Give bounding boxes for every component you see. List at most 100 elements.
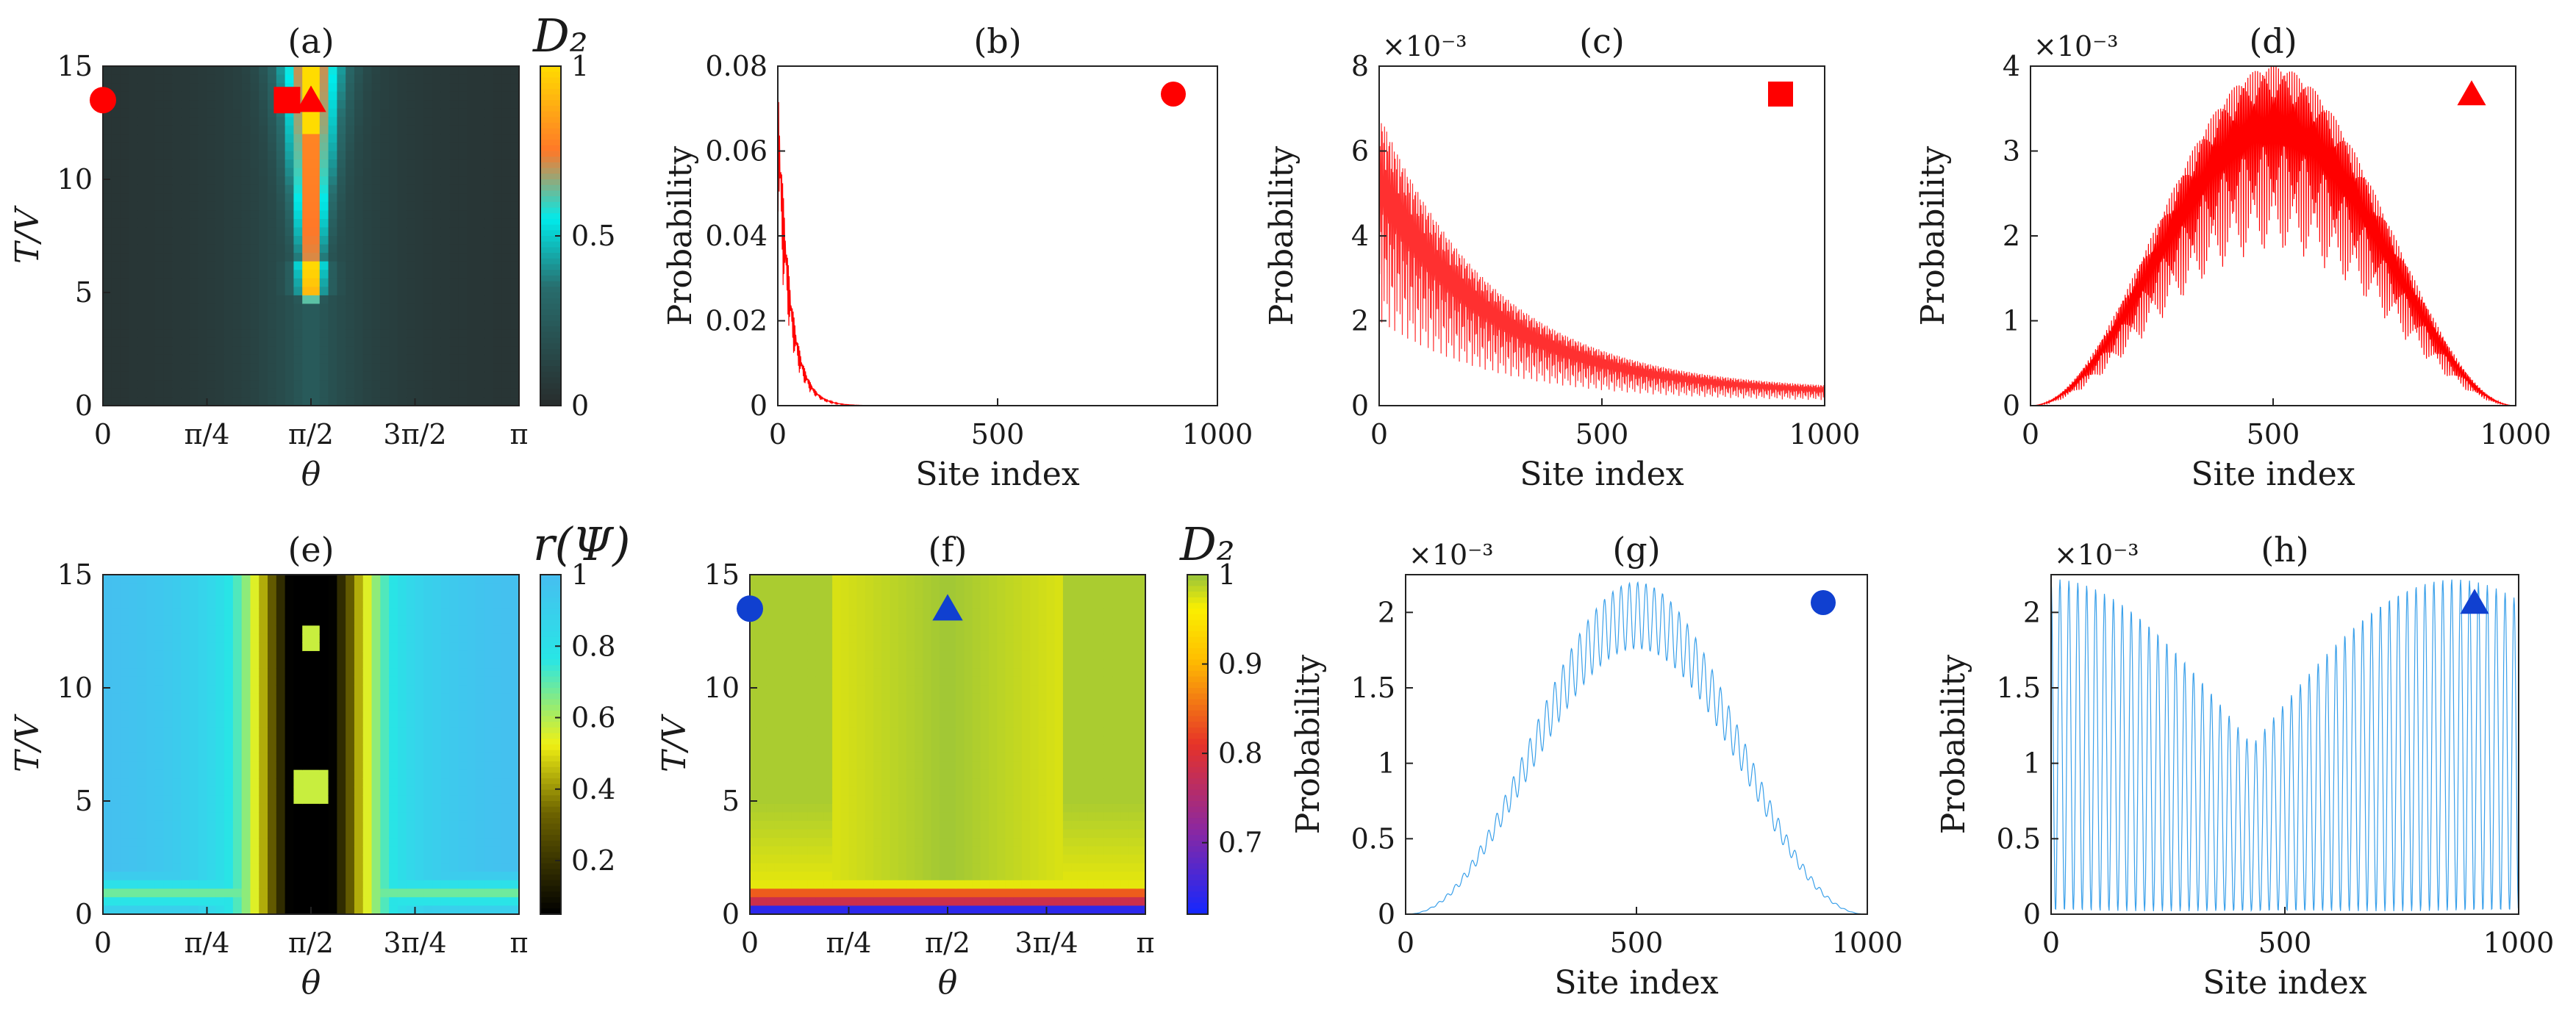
y-tick-label-h: 0.5: [1997, 822, 2041, 855]
x-axis-label-h: Site index: [2203, 964, 2367, 1002]
marker-c-square: [1768, 82, 1793, 107]
y-tick-label-d: 0: [2003, 389, 2020, 422]
x-axis-label-g: Site index: [1554, 964, 1719, 1002]
colorbar-f: [1187, 574, 1209, 915]
colorbar-a: [540, 65, 562, 406]
y-tick-label-f: 5: [722, 785, 740, 817]
y-tick-label-a: 15: [57, 50, 93, 82]
x-axis-label-e: θ: [301, 964, 321, 1002]
x-tick-label-b: 0: [769, 418, 787, 450]
x-tick-label-f: π/4: [826, 927, 872, 959]
exponent-label-d: ×10⁻³: [2033, 30, 2118, 62]
panel-title-a: (a): [287, 21, 334, 61]
x-tick-label-e: π/4: [185, 927, 230, 959]
y-axis-label-e: T/V: [9, 714, 46, 772]
panel-title-d: (d): [2249, 21, 2297, 61]
data-line-c: [1378, 112, 1825, 401]
colorbar-title-f: D₂: [1179, 517, 1235, 571]
y-tick-label-c: 6: [1351, 135, 1369, 168]
y-tick-label-a: 10: [57, 163, 93, 195]
x-tick-label-d: 1000: [2480, 418, 2552, 450]
x-axis-label-d: Site index: [2191, 456, 2355, 493]
axes-frame-b: [777, 65, 1218, 406]
data-line-g: [1406, 581, 1867, 915]
y-tick-label-g: 0: [1378, 898, 1395, 930]
x-tick-label-f: 0: [741, 927, 759, 959]
y-axis-label-h: Probability: [1935, 655, 1972, 835]
y-tick-label-f: 0: [722, 898, 740, 930]
x-tick-label-e: 3π/4: [383, 927, 446, 959]
y-tick-label-f: 15: [704, 559, 740, 591]
colorbar-tick-label-e: 0.4: [571, 773, 615, 805]
y-tick-label-g: 0.5: [1351, 822, 1395, 855]
exponent-label-c: ×10⁻³: [1382, 30, 1467, 62]
y-tick-label-a: 5: [75, 276, 93, 309]
x-tick-label-b: 500: [971, 418, 1025, 450]
y-tick-label-b: 0: [750, 389, 768, 422]
x-tick-label-h: 500: [2258, 927, 2312, 959]
marker-f-circle: [737, 595, 763, 622]
y-tick-label-c: 2: [1351, 305, 1369, 337]
colorbar-tick-label-f: 0.7: [1218, 827, 1262, 859]
exponent-label-h: ×10⁻³: [2054, 539, 2139, 571]
y-tick-label-c: 0: [1351, 389, 1369, 422]
x-tick-label-a: 3π/2: [383, 418, 446, 450]
y-tick-label-e: 10: [57, 672, 93, 704]
x-tick-label-e: π/2: [288, 927, 334, 959]
y-tick-label-e: 15: [57, 559, 93, 591]
y-tick-label-g: 1: [1378, 747, 1395, 780]
y-tick-label-g: 2: [1378, 596, 1395, 628]
y-tick-label-b: 0.04: [705, 220, 768, 252]
y-tick-label-c: 4: [1351, 220, 1369, 252]
y-axis-label-g: Probability: [1289, 655, 1327, 835]
y-axis-label-a: T/V: [9, 205, 46, 264]
y-tick-label-b: 0.06: [705, 135, 768, 168]
colorbar-tick-label-f: 0.9: [1218, 648, 1262, 680]
x-tick-label-d: 500: [2247, 418, 2300, 450]
x-tick-label-c: 0: [1370, 418, 1388, 450]
y-axis-label-c: Probability: [1263, 146, 1300, 326]
x-tick-label-h: 1000: [2483, 927, 2555, 959]
colorbar-tick-label-a: 1: [571, 50, 589, 82]
colorbar-tick-label-a: 0.5: [571, 220, 615, 252]
panel-title-f: (f): [929, 530, 967, 570]
x-tick-label-g: 500: [1610, 927, 1664, 959]
y-tick-label-d: 3: [2003, 135, 2020, 168]
x-axis-label-a: θ: [301, 456, 321, 493]
y-tick-label-d: 4: [2003, 50, 2020, 82]
y-tick-label-c: 8: [1351, 50, 1369, 82]
panel-title-g: (g): [1612, 530, 1660, 570]
marker-g-circle: [1811, 590, 1836, 615]
marker-b-circle: [1161, 82, 1186, 107]
x-tick-label-c: 1000: [1789, 418, 1861, 450]
x-tick-label-a: π/2: [288, 418, 334, 450]
panel-title-b: (b): [973, 21, 1021, 61]
colorbar-tick-label-e: 0.2: [571, 844, 615, 877]
y-tick-label-h: 0: [2023, 898, 2041, 930]
colorbar-tick-label-a: 0: [571, 389, 589, 422]
x-tick-label-h: 0: [2042, 927, 2060, 959]
y-tick-label-f: 10: [704, 672, 740, 704]
panel-title-h: (h): [2261, 530, 2309, 570]
x-axis-label-b: Site index: [915, 456, 1080, 493]
y-tick-label-d: 2: [2003, 220, 2020, 252]
colorbar-tick-label-e: 0.8: [571, 630, 615, 662]
y-axis-label-d: Probability: [1914, 146, 1952, 326]
y-axis-label-f: T/V: [656, 714, 693, 772]
data-line-h: [2050, 579, 2519, 913]
x-tick-label-c: 500: [1575, 418, 1629, 450]
colorbar-e: [540, 574, 562, 915]
x-axis-label-c: Site index: [1520, 456, 1684, 493]
x-tick-label-e: π: [510, 927, 529, 959]
x-tick-label-f: π/2: [925, 927, 970, 959]
marker-a-circle: [90, 87, 116, 114]
y-tick-label-h: 1: [2023, 747, 2041, 780]
heatmap-e: [103, 575, 520, 915]
heatmap-f: [750, 575, 1146, 915]
x-tick-label-g: 0: [1397, 927, 1414, 959]
exponent-label-g: ×10⁻³: [1409, 539, 1493, 571]
y-axis-label-b: Probability: [662, 146, 699, 326]
heatmap-a: [103, 66, 520, 406]
y-tick-label-g: 1.5: [1351, 672, 1395, 704]
